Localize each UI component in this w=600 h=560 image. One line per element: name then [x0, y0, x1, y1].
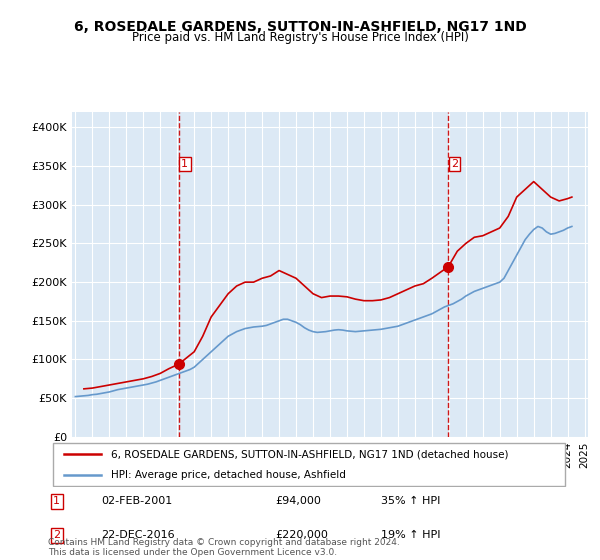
Text: 6, ROSEDALE GARDENS, SUTTON-IN-ASHFIELD, NG17 1ND (detached house): 6, ROSEDALE GARDENS, SUTTON-IN-ASHFIELD,… — [112, 450, 509, 460]
Text: £220,000: £220,000 — [275, 530, 328, 540]
Text: 2: 2 — [451, 159, 458, 169]
Text: 35% ↑ HPI: 35% ↑ HPI — [380, 497, 440, 506]
Text: HPI: Average price, detached house, Ashfield: HPI: Average price, detached house, Ashf… — [112, 470, 346, 480]
Text: 19% ↑ HPI: 19% ↑ HPI — [380, 530, 440, 540]
FancyBboxPatch shape — [53, 444, 565, 486]
Text: 6, ROSEDALE GARDENS, SUTTON-IN-ASHFIELD, NG17 1ND: 6, ROSEDALE GARDENS, SUTTON-IN-ASHFIELD,… — [74, 20, 526, 34]
Text: 22-DEC-2016: 22-DEC-2016 — [101, 530, 175, 540]
Text: £94,000: £94,000 — [275, 497, 321, 506]
Text: 2: 2 — [53, 530, 61, 540]
Text: 02-FEB-2001: 02-FEB-2001 — [101, 497, 172, 506]
Text: Price paid vs. HM Land Registry's House Price Index (HPI): Price paid vs. HM Land Registry's House … — [131, 31, 469, 44]
Text: 1: 1 — [181, 159, 188, 169]
Text: Contains HM Land Registry data © Crown copyright and database right 2024.
This d: Contains HM Land Registry data © Crown c… — [48, 538, 400, 557]
Text: 1: 1 — [53, 497, 60, 506]
